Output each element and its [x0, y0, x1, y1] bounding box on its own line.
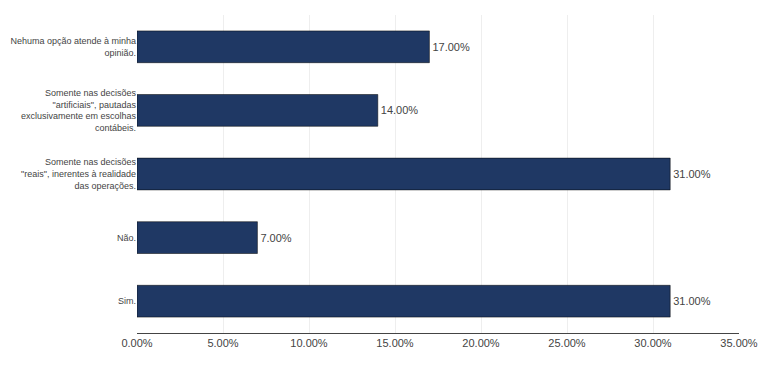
svg-text:15.00%: 15.00%	[376, 337, 414, 349]
svg-text:0.00%: 0.00%	[121, 337, 152, 349]
svg-text:Somente nas decisões"reais", i: Somente nas decisões"reais", inerentes à…	[21, 157, 136, 190]
svg-text:Somente nas decisões"artificia: Somente nas decisões"artificiais", pauta…	[21, 88, 137, 133]
svg-text:30.00%: 30.00%	[634, 337, 672, 349]
svg-text:35.00%: 35.00%	[720, 337, 758, 349]
svg-text:20.00%: 20.00%	[462, 337, 500, 349]
svg-text:25.00%: 25.00%	[548, 337, 586, 349]
svg-text:Não.: Não.	[117, 233, 136, 243]
svg-text:17.00%: 17.00%	[432, 41, 470, 53]
svg-text:10.00%: 10.00%	[290, 337, 328, 349]
svg-text:Nehuma opção atende à minhaopi: Nehuma opção atende à minhaopinião.	[10, 36, 136, 58]
svg-text:7.00%: 7.00%	[260, 232, 291, 244]
svg-text:5.00%: 5.00%	[207, 337, 238, 349]
svg-text:31.00%: 31.00%	[673, 295, 711, 307]
svg-text:31.00%: 31.00%	[673, 168, 711, 180]
svg-text:14.00%: 14.00%	[381, 104, 419, 116]
svg-text:Sim.: Sim.	[118, 296, 136, 306]
